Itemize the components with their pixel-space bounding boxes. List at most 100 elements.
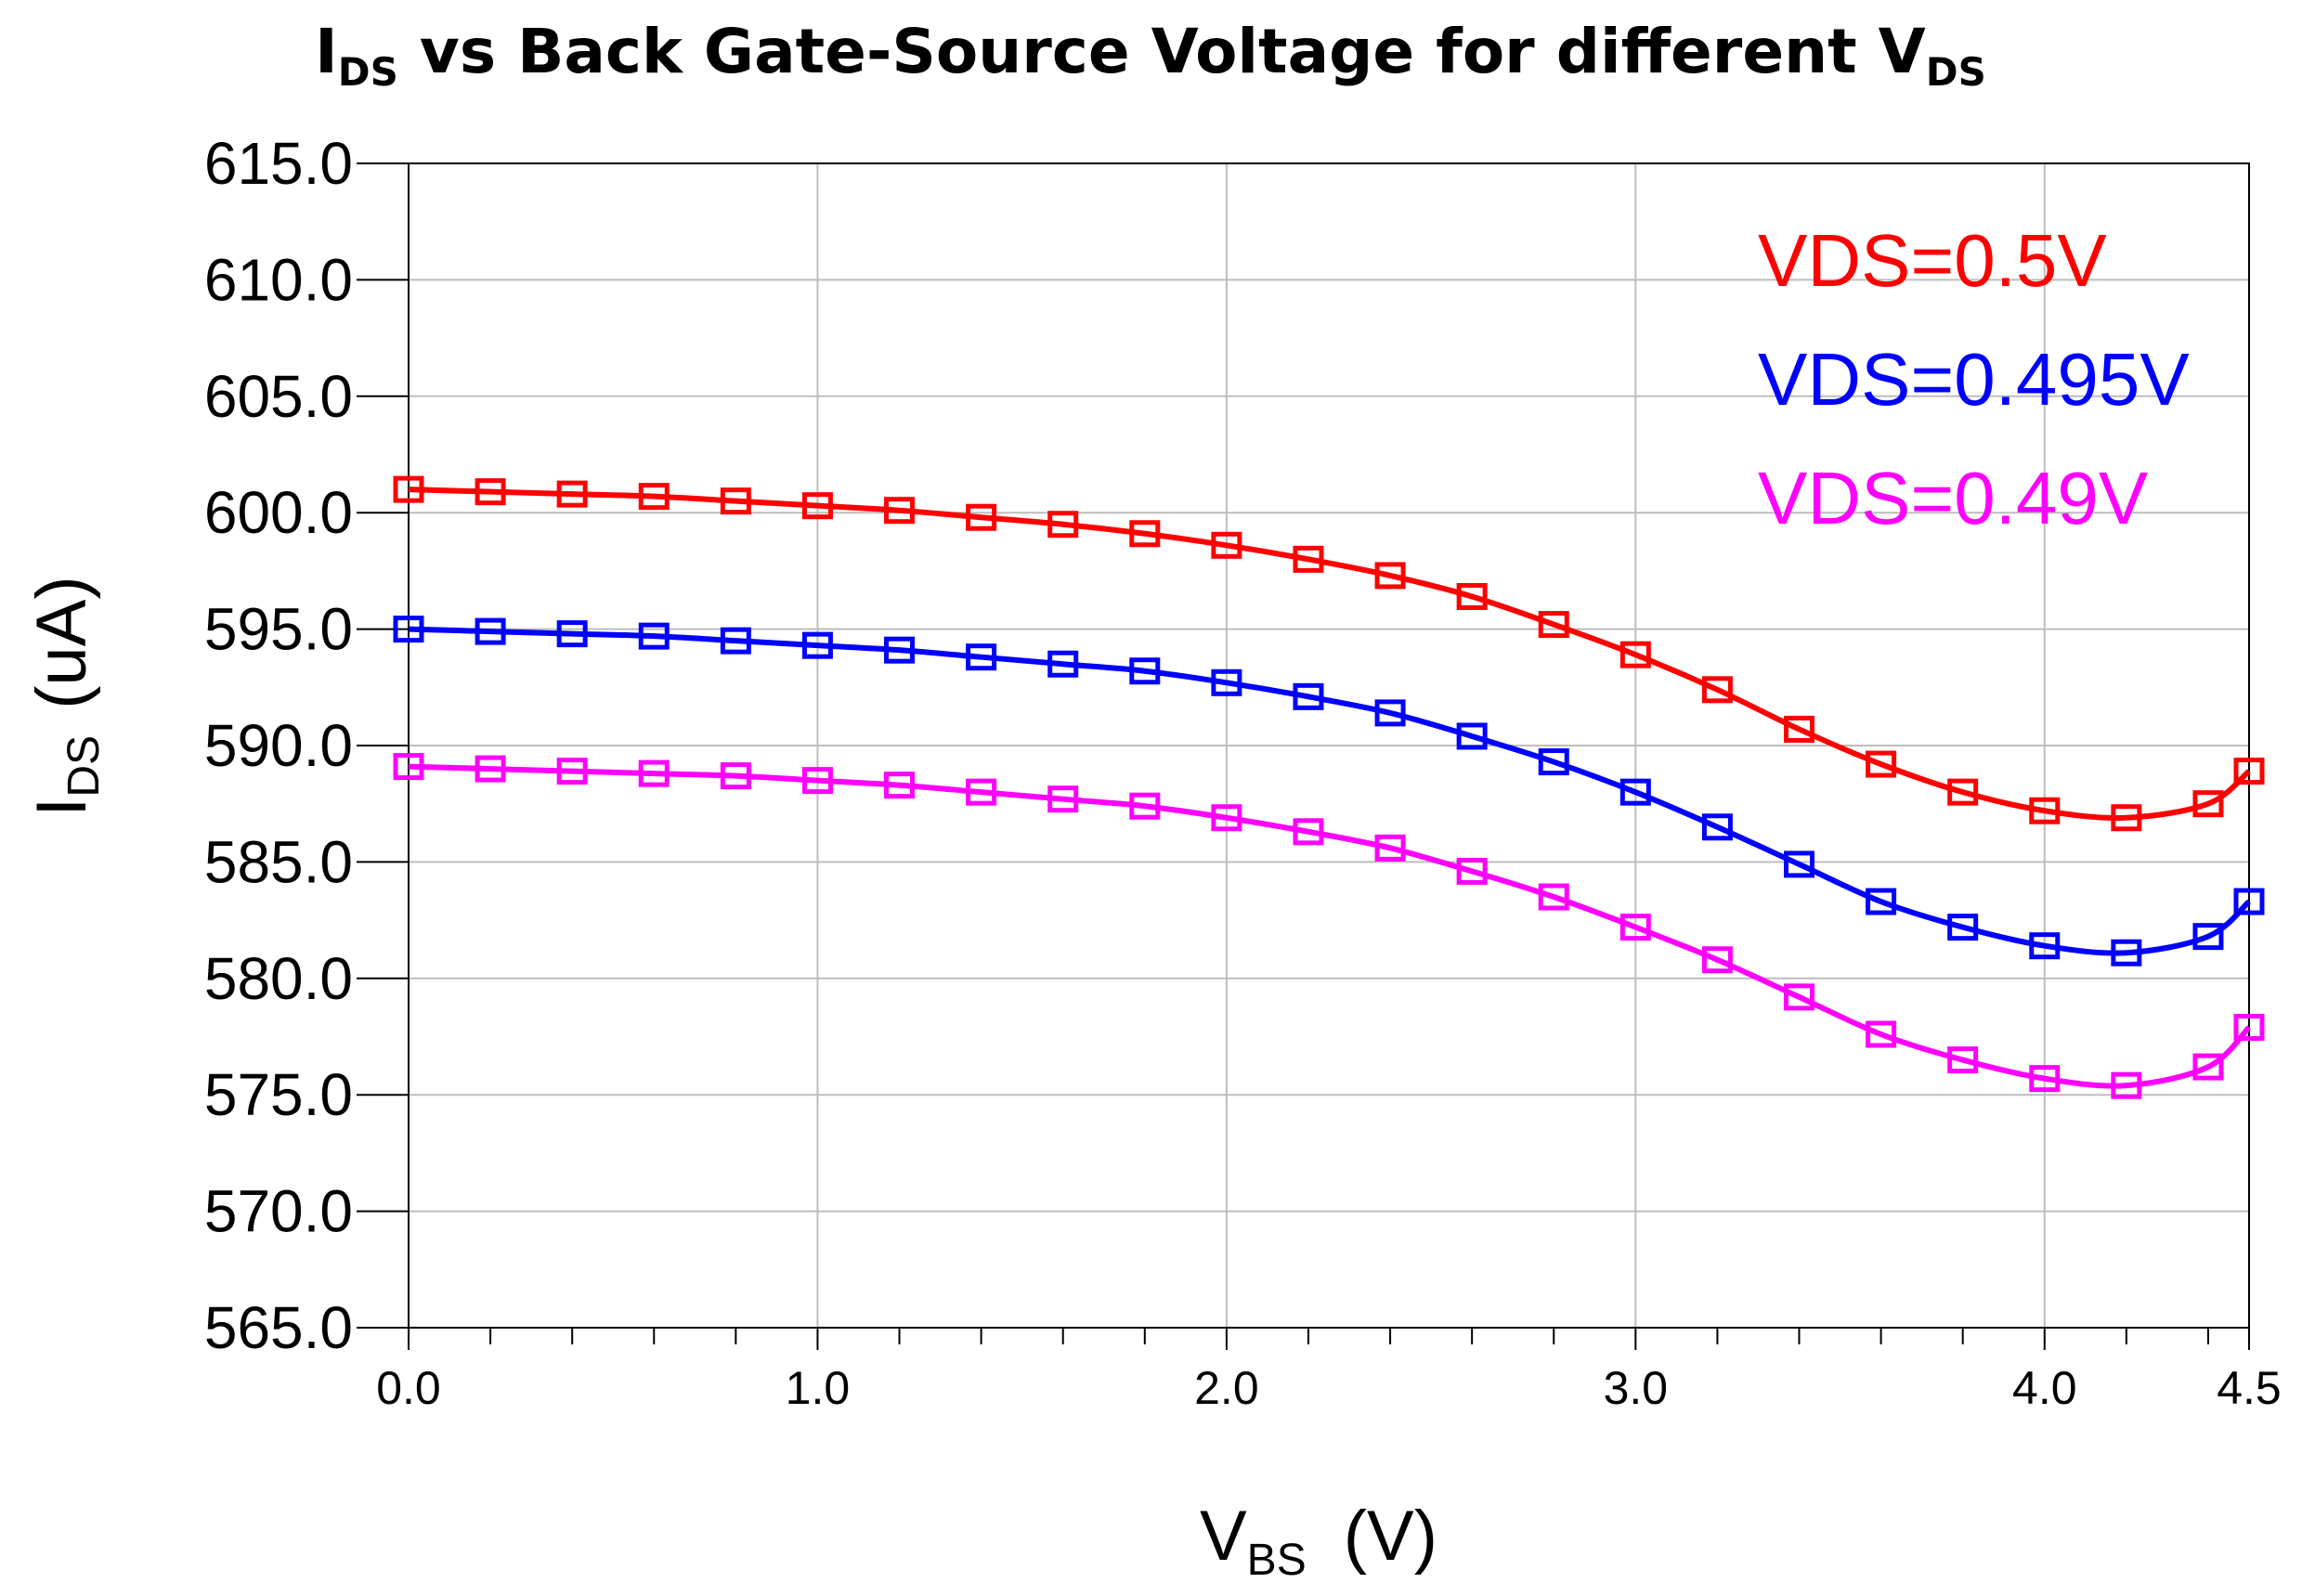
data-point	[1538, 883, 1569, 911]
data-point	[638, 622, 670, 650]
legend-entry: VDS=0.495V	[1758, 338, 2190, 421]
data-point	[1374, 562, 1406, 590]
data-point	[1374, 699, 1406, 727]
plot-frame	[408, 162, 2250, 1329]
series-line	[408, 763, 2252, 1089]
data-point	[1947, 778, 1979, 806]
title-suffix-subscript: DS	[1926, 49, 1986, 95]
data-point	[2192, 790, 2224, 818]
y-tick-label: 575.0	[204, 1061, 353, 1128]
y-tick-label: 605.0	[204, 363, 353, 430]
data-point	[2192, 923, 2224, 951]
data-point	[2233, 888, 2265, 915]
data-point	[2029, 1065, 2061, 1093]
data-point	[1784, 715, 1815, 743]
series-1	[393, 475, 2265, 832]
data-point	[1784, 983, 1815, 1011]
title-text: vs Back Gate-Source Voltage for differen…	[398, 16, 1926, 87]
y-axis-label-subscript: DS	[59, 735, 109, 798]
series-3	[393, 753, 2265, 1099]
y-tick-label: 565.0	[204, 1294, 353, 1361]
data-point	[475, 617, 506, 645]
data-point	[1456, 857, 1488, 885]
y-tick-label: 590.0	[204, 712, 353, 779]
data-point	[1456, 582, 1488, 610]
data-point	[720, 487, 751, 515]
data-point	[393, 475, 424, 503]
y-tick-labels: 615.0 610.0 605.0 600.0 595.0 590.0 585.0 580.0…	[204, 130, 353, 1361]
data-point	[720, 627, 751, 655]
data-point	[1619, 778, 1651, 806]
data-point	[638, 759, 670, 787]
data-point	[1293, 545, 1324, 573]
series	[393, 475, 2265, 1099]
data-point	[1866, 888, 1897, 915]
x-axis-label-subscript: BS	[1247, 1536, 1307, 1585]
data-point	[475, 755, 506, 783]
data-point	[884, 636, 916, 664]
y-axis-label-unit: (uA)	[22, 576, 101, 709]
legend: VDS=0.5V VDS=0.495V VDS=0.49V	[1758, 219, 2190, 539]
data-point	[1129, 792, 1161, 820]
x-tick-label: 4.5	[2217, 1362, 2282, 1414]
y-tick-label: 580.0	[204, 945, 353, 1012]
legend-entry: VDS=0.5V	[1758, 219, 2107, 302]
y-tick-label: 585.0	[204, 828, 353, 895]
data-point	[1047, 785, 1079, 813]
series-2	[393, 616, 2265, 967]
data-point	[556, 758, 588, 785]
title-prefix-subscript: DS	[338, 49, 398, 95]
data-point	[2111, 939, 2142, 967]
data-point	[1784, 850, 1815, 878]
title-prefix: I	[315, 16, 338, 87]
data-point	[2233, 1013, 2265, 1041]
data-point	[475, 478, 506, 506]
minor-ticks	[357, 162, 2250, 1350]
data-point	[1211, 804, 1242, 832]
data-point	[393, 616, 424, 643]
data-point	[1701, 946, 1733, 974]
data-point	[1211, 531, 1242, 559]
data-point	[2233, 758, 2265, 785]
data-point	[801, 492, 833, 520]
legend-entry: VDS=0.49V	[1758, 457, 2149, 539]
data-point	[638, 483, 670, 511]
x-axis-label: VBS (V)	[1200, 1497, 1437, 1585]
data-point	[1538, 611, 1569, 639]
data-point	[1947, 1046, 1979, 1074]
data-point	[1293, 818, 1324, 846]
chart-title: IDS vs Back Gate-Source Voltage for diff…	[315, 16, 1986, 95]
data-point	[1701, 813, 1733, 841]
data-point	[966, 503, 997, 531]
x-tick-label: 2.0	[1194, 1362, 1259, 1414]
y-tick-label: 600.0	[204, 479, 353, 546]
data-point	[556, 620, 588, 648]
y-tick-label: 610.0	[204, 246, 353, 313]
data-point	[1129, 520, 1161, 548]
series-line	[408, 626, 2252, 956]
data-point	[2192, 1053, 2224, 1081]
data-point	[801, 631, 833, 659]
x-tick-label: 4.0	[2012, 1362, 2077, 1414]
data-point	[884, 497, 916, 525]
data-point	[393, 753, 424, 781]
x-tick-label: 1.0	[786, 1362, 851, 1414]
data-point	[1866, 750, 1897, 778]
data-point	[966, 778, 997, 806]
data-point	[2111, 1071, 2142, 1099]
data-point	[884, 772, 916, 799]
data-point	[720, 762, 751, 790]
x-axis-label-unit: (V)	[1344, 1497, 1437, 1576]
data-point	[2111, 804, 2142, 832]
y-axis-label: IDS (uA)	[22, 576, 109, 816]
x-axis-label-symbol: V	[1200, 1497, 1247, 1576]
data-point	[1538, 748, 1569, 776]
data-point	[966, 643, 997, 671]
data-point	[1619, 641, 1651, 668]
data-point	[1947, 914, 1979, 941]
data-point	[1374, 834, 1406, 862]
data-point	[1701, 676, 1733, 704]
y-tick-label: 615.0	[204, 130, 353, 197]
data-point	[1619, 914, 1651, 941]
